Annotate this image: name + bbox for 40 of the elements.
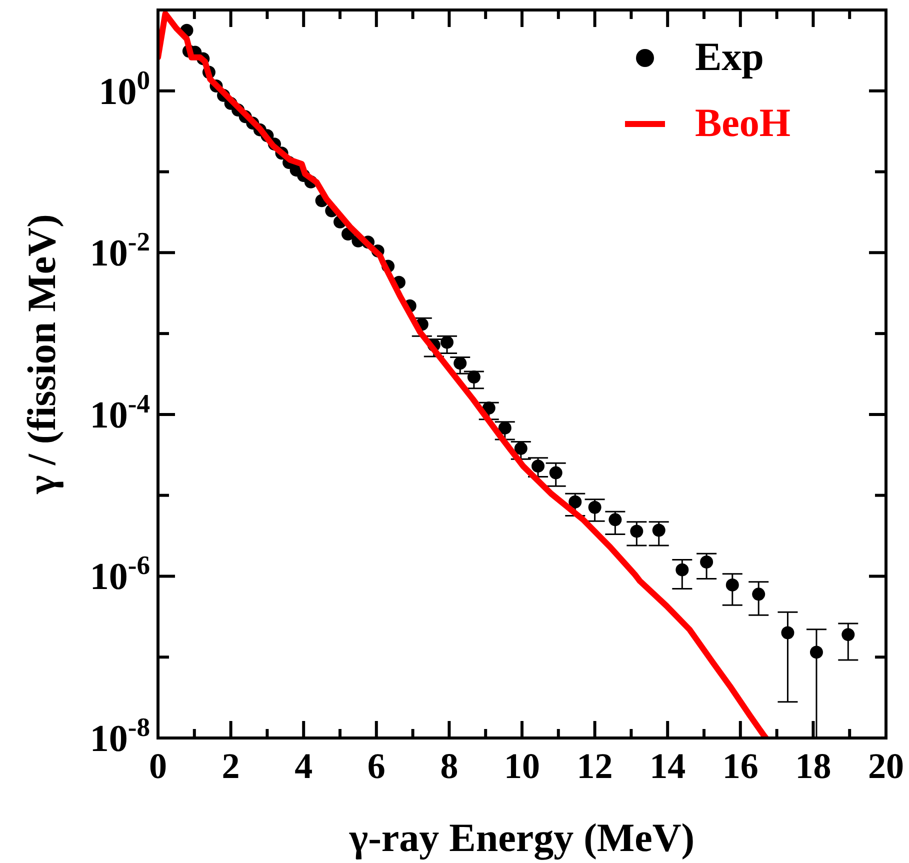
point bbox=[676, 563, 689, 576]
point bbox=[568, 495, 582, 508]
x-tick-label: 4 bbox=[294, 746, 313, 786]
point bbox=[467, 370, 480, 384]
y-tick-label: 10$^{-4}$ bbox=[90, 388, 150, 436]
point bbox=[630, 524, 644, 538]
x-tick-label: 16 bbox=[722, 746, 758, 786]
point bbox=[532, 460, 545, 473]
point bbox=[810, 646, 823, 659]
x-axis-title: γ-ray Energy (MeV) bbox=[348, 815, 695, 860]
point bbox=[752, 588, 766, 601]
x-tick-label: 10 bbox=[504, 746, 540, 786]
y-tick-label: 10$^{0}$ bbox=[98, 64, 150, 113]
x-tick-label: 6 bbox=[367, 746, 386, 786]
x-tick-label: 2 bbox=[222, 746, 240, 786]
legend-label: Exp bbox=[695, 34, 764, 79]
point bbox=[454, 356, 467, 370]
point bbox=[726, 578, 739, 592]
x-tick-label: 0 bbox=[149, 746, 167, 786]
y-tick-label: 10$^{-6}$ bbox=[90, 550, 150, 598]
x-tick-label: 20 bbox=[868, 746, 904, 786]
point bbox=[588, 500, 602, 514]
y-tick-label: 10$^{-2}$ bbox=[90, 226, 150, 275]
point bbox=[781, 626, 794, 640]
x-tick-label: 18 bbox=[795, 746, 832, 786]
y-tick-label: 10$^{-8}$ bbox=[90, 712, 150, 760]
point bbox=[514, 442, 528, 455]
point bbox=[700, 555, 714, 568]
point bbox=[498, 421, 512, 434]
point bbox=[608, 513, 622, 526]
x-tick-label: 12 bbox=[576, 746, 613, 786]
point bbox=[482, 402, 496, 415]
legend-label: BeoH bbox=[695, 100, 791, 145]
x-tick-label: 8 bbox=[440, 746, 458, 786]
point bbox=[842, 628, 855, 642]
x-tick-label: 14 bbox=[650, 746, 686, 786]
point bbox=[440, 336, 454, 349]
point bbox=[652, 524, 666, 537]
y-axis-title: γ / (fission MeV) bbox=[19, 214, 64, 495]
point bbox=[549, 466, 562, 480]
